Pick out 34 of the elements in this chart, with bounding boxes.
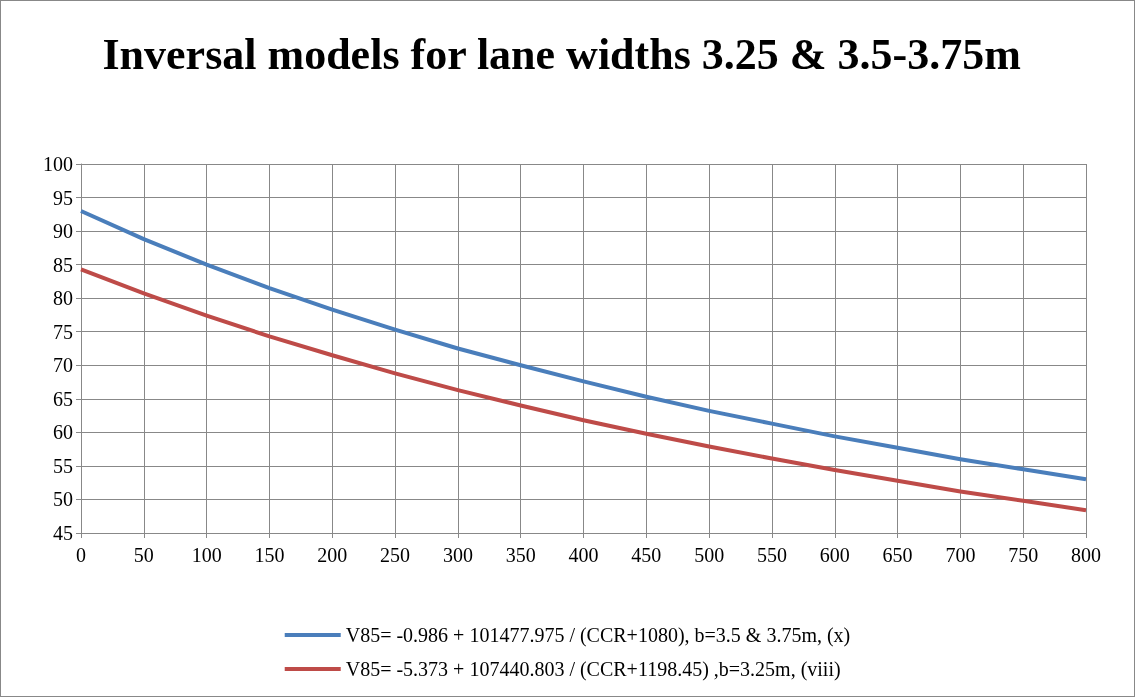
y-tick-label: 100 xyxy=(43,153,73,175)
legend-label: V85= -0.986 + 101477.975 / (CCR+1080), b=3.5 & 3.75m, (x) xyxy=(345,624,851,647)
x-tick-label: 0 xyxy=(76,544,86,566)
y-tick-label: 65 xyxy=(53,387,73,410)
y-tick-label: 55 xyxy=(53,454,73,477)
x-tick-label: 100 xyxy=(191,544,222,566)
line-series xyxy=(79,208,1088,482)
legend-label: V85= -5.373 + 107440.803 / (CCR+1198.45) ,b=3.25m, (viii) xyxy=(345,658,841,681)
x-tick-label: 650 xyxy=(882,544,913,566)
x-tick-label: 200 xyxy=(317,544,348,566)
x-tick-label: 700 xyxy=(945,544,976,566)
y-tick-label: 50 xyxy=(53,488,73,511)
y-tick-label: 80 xyxy=(53,287,73,310)
x-tick-label: 350 xyxy=(505,544,536,566)
x-tick-label: 550 xyxy=(756,544,787,566)
line-series xyxy=(79,267,1088,513)
y-tick-label: 85 xyxy=(53,253,73,276)
x-tick-label: 600 xyxy=(819,544,850,566)
x-tick-label: 250 xyxy=(380,544,411,566)
chart-title: Inversal models for lane widths 3.25 & 3.5-3.75m xyxy=(102,29,1021,79)
y-tick-label: 95 xyxy=(53,186,73,209)
x-tick-label: 150 xyxy=(254,544,285,566)
x-tick-label: 300 xyxy=(442,544,473,566)
y-tick-label: 45 xyxy=(53,522,73,544)
y-tick-label: 60 xyxy=(53,421,73,444)
x-tick-label: 750 xyxy=(1008,544,1039,566)
y-tick-label: 90 xyxy=(53,220,73,243)
x-tick-label: 500 xyxy=(694,544,725,566)
x-tick-label: 50 xyxy=(133,544,154,566)
x-tick-label: 450 xyxy=(631,544,662,566)
x-tick-label: 400 xyxy=(568,544,599,566)
x-tick-label: 800 xyxy=(1071,544,1101,566)
y-tick-label: 75 xyxy=(53,320,73,343)
y-tick-label: 70 xyxy=(53,354,73,377)
